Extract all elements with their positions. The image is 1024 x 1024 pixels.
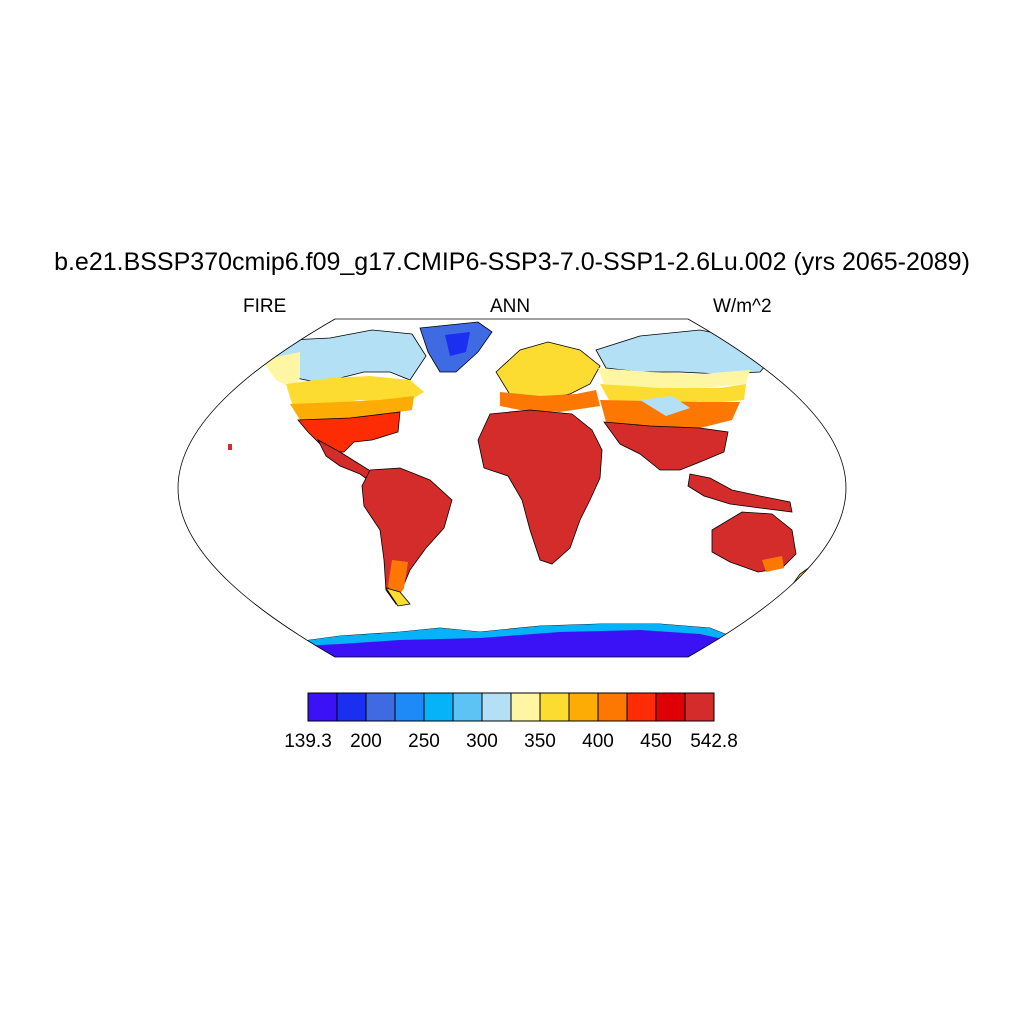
colorbar-tick-label: 450: [640, 731, 672, 752]
south-america-tip: [385, 587, 411, 607]
north-america-south: [297, 411, 401, 453]
variable-name: FIRE: [243, 296, 287, 317]
australia: [711, 511, 797, 573]
new-zealand: [789, 559, 823, 589]
australia-southeast: [762, 556, 784, 572]
colorbar-tick-label: 200: [350, 731, 382, 752]
asia-band-a: [598, 368, 750, 388]
colorbar-box: [626, 692, 657, 722]
colorbar: [307, 692, 715, 722]
colorbar-box: [684, 692, 715, 722]
south-america: [361, 467, 453, 605]
colorbar-box: [568, 692, 599, 722]
colorbar-tick-label: 542.8: [690, 731, 738, 752]
asia-south: [603, 421, 729, 471]
africa: [477, 409, 603, 565]
units-label: W/m^2: [713, 296, 772, 317]
europe: [495, 341, 601, 401]
greenland-core: [445, 332, 470, 356]
asia-north: [595, 329, 777, 375]
colorbar-box: [423, 692, 454, 722]
colorbar-box: [394, 692, 425, 722]
europe-south: [500, 390, 600, 412]
colorbar-tick-label: 300: [466, 731, 498, 752]
north-america-band-b: [286, 376, 424, 406]
colorbar-box: [597, 692, 628, 722]
tibet: [640, 396, 690, 416]
north-america-band-a: [262, 352, 300, 388]
colorbar-tick-label: 400: [582, 731, 614, 752]
colorbar-box: [481, 692, 512, 722]
colorbar-tick-label: 350: [524, 731, 556, 752]
indonesia: [687, 473, 793, 513]
colorbar-box: [365, 692, 396, 722]
colorbar-box: [452, 692, 483, 722]
antarctica-coast: [296, 624, 740, 646]
map-border: [177, 318, 847, 658]
colorbar-box: [510, 692, 541, 722]
colorbar-tick-label: 250: [408, 731, 440, 752]
plot-title: b.e21.BSSP370cmip6.f09_g17.CMIP6-SSP3-7.…: [54, 248, 970, 276]
colorbar-box: [336, 692, 367, 722]
hawaii: [228, 444, 232, 450]
colorbar-box: [539, 692, 570, 722]
season-label: ANN: [490, 296, 531, 317]
asia-band-b: [600, 384, 746, 404]
colorbar-box: [655, 692, 686, 722]
colorbar-tick-label: 139.3: [284, 731, 332, 752]
colorbar-box: [307, 692, 338, 722]
